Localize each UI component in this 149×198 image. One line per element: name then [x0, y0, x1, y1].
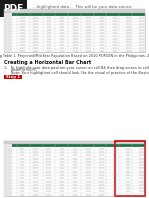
- FancyBboxPatch shape: [4, 144, 12, 196]
- Text: down to cell C.: down to cell C.: [4, 69, 38, 72]
- Text: Creating a Horizontal Bar Chart: Creating a Horizontal Bar Chart: [4, 60, 92, 65]
- Text: 1.   To highlight your data position your cursor on cell B4 then drag across to : 1. To highlight your data position your …: [4, 66, 149, 70]
- FancyBboxPatch shape: [4, 13, 145, 52]
- FancyBboxPatch shape: [4, 13, 12, 52]
- FancyBboxPatch shape: [4, 144, 145, 147]
- Text: Note: Your highlighted cell should look like the visual of practice of the illus: Note: Your highlighted cell should look …: [4, 71, 149, 75]
- FancyBboxPatch shape: [4, 9, 145, 13]
- FancyBboxPatch shape: [4, 13, 145, 16]
- Text: ...highlighted data...  This will be your data source.: ...highlighted data... This will be your…: [33, 5, 132, 9]
- Text: Using Table 1. Projected/Mid-Year Population Based on 2010 POPCEN in the Philipp: Using Table 1. Projected/Mid-Year Popula…: [0, 54, 149, 58]
- Text: Step 1: Step 1: [6, 75, 20, 79]
- FancyBboxPatch shape: [4, 75, 22, 79]
- FancyBboxPatch shape: [0, 0, 27, 17]
- FancyBboxPatch shape: [4, 144, 145, 196]
- FancyBboxPatch shape: [4, 141, 145, 144]
- Text: PDF: PDF: [3, 4, 24, 13]
